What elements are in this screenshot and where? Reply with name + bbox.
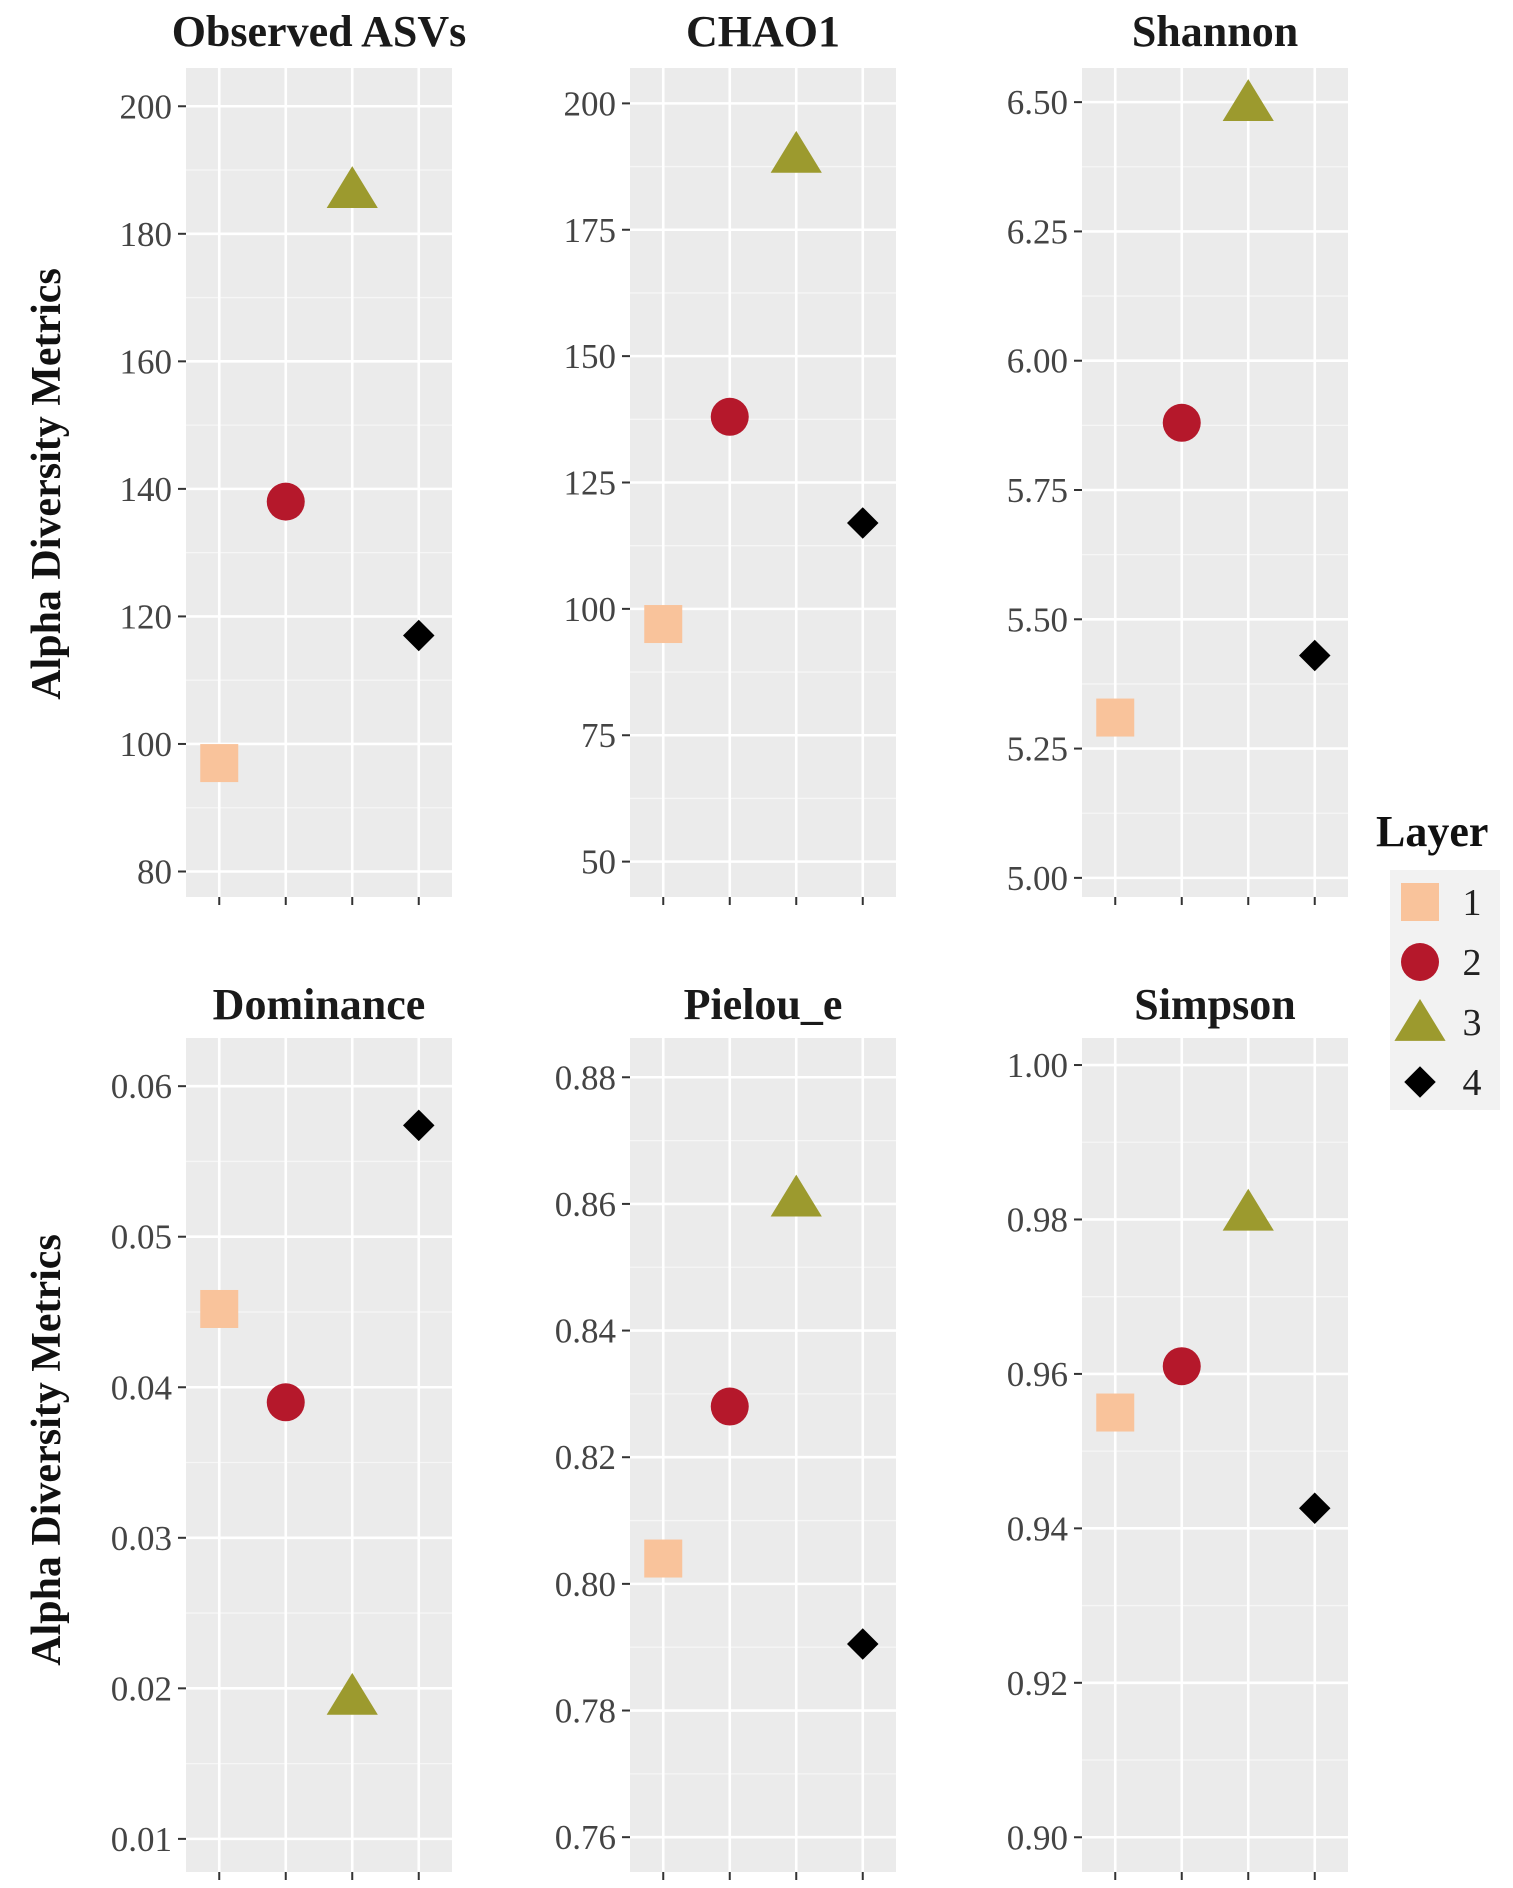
data-point-layer-1 [1096, 1393, 1135, 1432]
data-point-layer-3 [770, 1174, 822, 1217]
panel-title: Simpson [1134, 980, 1295, 1029]
data-point-layer-2 [266, 1383, 305, 1422]
y-tick-label: 75 [581, 716, 616, 755]
y-tick-label: 5.00 [1007, 859, 1068, 898]
y-tick-label: 200 [120, 87, 173, 126]
legend-entry-2: 2 [1401, 942, 1482, 984]
panel-observed-asvs: 80 100 120 140 160 180 200 Observed ASVs [120, 7, 467, 905]
legend-label: 3 [1463, 1002, 1482, 1044]
data-point-layer-3 [1222, 79, 1274, 121]
y-tick-label: 100 [120, 725, 173, 764]
facet-panels: 80 100 120 140 160 180 200 Observed ASVs 50 75 100… [111, 7, 1348, 1880]
legend-key-square [1401, 883, 1439, 921]
data-point-layer-4 [1299, 639, 1331, 672]
y-tick-label: 0.84 [555, 1312, 616, 1351]
legend-entry-4: 4 [1404, 1062, 1482, 1104]
legend-entries: 1 2 3 4 [1394, 882, 1482, 1104]
legend-key-circle [1401, 943, 1439, 981]
data-point-layer-1 [1096, 698, 1135, 737]
data-point-layer-3 [770, 130, 822, 173]
data-point-layer-4 [1299, 1492, 1331, 1525]
y-tick-label: 0.76 [555, 1818, 616, 1857]
y-tick-label: 0.90 [1007, 1818, 1068, 1857]
y-tick-label: 1.00 [1007, 1046, 1068, 1085]
y-tick-label: 6.00 [1007, 342, 1068, 381]
y-axis-label-top: Alpha Diversity Metrics [24, 268, 70, 700]
y-tick-label: 6.50 [1007, 83, 1068, 122]
panel-title: Observed ASVs [172, 7, 467, 56]
y-tick-label: 80 [137, 852, 172, 891]
y-tick-label: 175 [564, 211, 617, 250]
y-tick-label: 0.06 [111, 1067, 172, 1106]
data-point-layer-4 [403, 619, 435, 652]
y-tick-label: 0.05 [111, 1218, 172, 1257]
y-tick-label: 50 [581, 843, 616, 882]
legend-entry-3: 3 [1394, 999, 1482, 1044]
y-tick-label: 0.96 [1007, 1355, 1068, 1394]
data-point-layer-3 [1222, 1188, 1274, 1231]
data-point-layer-3 [326, 166, 378, 209]
data-point-layer-2 [710, 397, 749, 436]
y-axis-label-bottom: Alpha Diversity Metrics [24, 1234, 70, 1666]
panel-shannon: 5.00 5.25 5.50 5.75 6.00 6.25 6.50 Shannon [1007, 7, 1348, 905]
y-tick-label: 0.04 [111, 1368, 172, 1407]
data-point-layer-4 [403, 1109, 435, 1142]
panel-background [186, 1038, 452, 1872]
panel-chao1: 50 75 100 125 150 175 200 CHAO1 [564, 7, 896, 905]
data-point-layer-1 [644, 1539, 683, 1578]
data-point-layer-2 [266, 482, 305, 521]
data-point-layer-4 [847, 507, 879, 539]
legend: Layer 1 2 3 4 [1376, 807, 1500, 1110]
y-tick-label: 0.98 [1007, 1200, 1068, 1239]
data-point-layer-2 [710, 1387, 749, 1426]
y-tick-label: 0.02 [111, 1669, 172, 1708]
legend-label: 4 [1463, 1062, 1482, 1104]
y-tick-label: 140 [120, 470, 173, 509]
panel-title: Shannon [1132, 7, 1298, 56]
y-tick-label: 160 [120, 342, 173, 381]
legend-key-diamond [1404, 1066, 1436, 1098]
data-point-layer-2 [1162, 1347, 1201, 1386]
panel-background [1082, 1038, 1348, 1872]
data-point-layer-1 [200, 744, 239, 783]
y-tick-label: 180 [120, 215, 173, 254]
y-tick-label: 0.03 [111, 1519, 172, 1558]
data-point-layer-2 [1162, 403, 1201, 442]
y-tick-label: 0.78 [555, 1692, 616, 1731]
legend-label: 2 [1463, 942, 1482, 984]
y-tick-label: 0.80 [555, 1565, 616, 1604]
data-point-layer-1 [200, 1289, 239, 1328]
panel-background [1082, 68, 1348, 897]
y-tick-label: 120 [120, 597, 173, 636]
y-tick-label: 6.25 [1007, 212, 1068, 251]
y-tick-label: 0.82 [555, 1438, 616, 1477]
y-tick-label: 200 [564, 84, 617, 123]
data-point-layer-1 [644, 605, 683, 644]
legend-title: Layer [1376, 807, 1488, 856]
y-tick-label: 0.88 [555, 1058, 616, 1097]
y-tick-label: 5.75 [1007, 471, 1068, 510]
y-tick-label: 5.25 [1007, 730, 1068, 769]
panel-title: Pielou_e [684, 980, 843, 1029]
y-tick-label: 5.50 [1007, 600, 1068, 639]
panel-background [630, 1038, 896, 1872]
legend-label: 1 [1463, 882, 1482, 924]
y-tick-label: 100 [564, 590, 617, 629]
legend-key-triangle [1394, 999, 1446, 1041]
y-tick-label: 125 [564, 464, 617, 503]
legend-entry-1: 1 [1401, 882, 1482, 924]
panel-dominance: 0.01 0.02 0.03 0.04 0.05 0.06 Dominance [111, 980, 452, 1880]
data-point-layer-3 [326, 1672, 378, 1715]
y-tick-label: 0.86 [555, 1185, 616, 1224]
y-tick-label: 0.94 [1007, 1509, 1068, 1548]
y-tick-label: 0.01 [111, 1820, 172, 1859]
panel-pielou-e: 0.76 0.78 0.80 0.82 0.84 0.86 0.88 Pielou_e [555, 980, 896, 1880]
panel-title: Dominance [213, 980, 426, 1029]
y-tick-label: 0.92 [1007, 1664, 1068, 1703]
data-point-layer-4 [847, 1628, 879, 1660]
panel-title: CHAO1 [686, 7, 840, 56]
panel-simpson: 0.90 0.92 0.94 0.96 0.98 1.00 Simpson [1007, 980, 1348, 1880]
y-tick-label: 150 [564, 337, 617, 376]
